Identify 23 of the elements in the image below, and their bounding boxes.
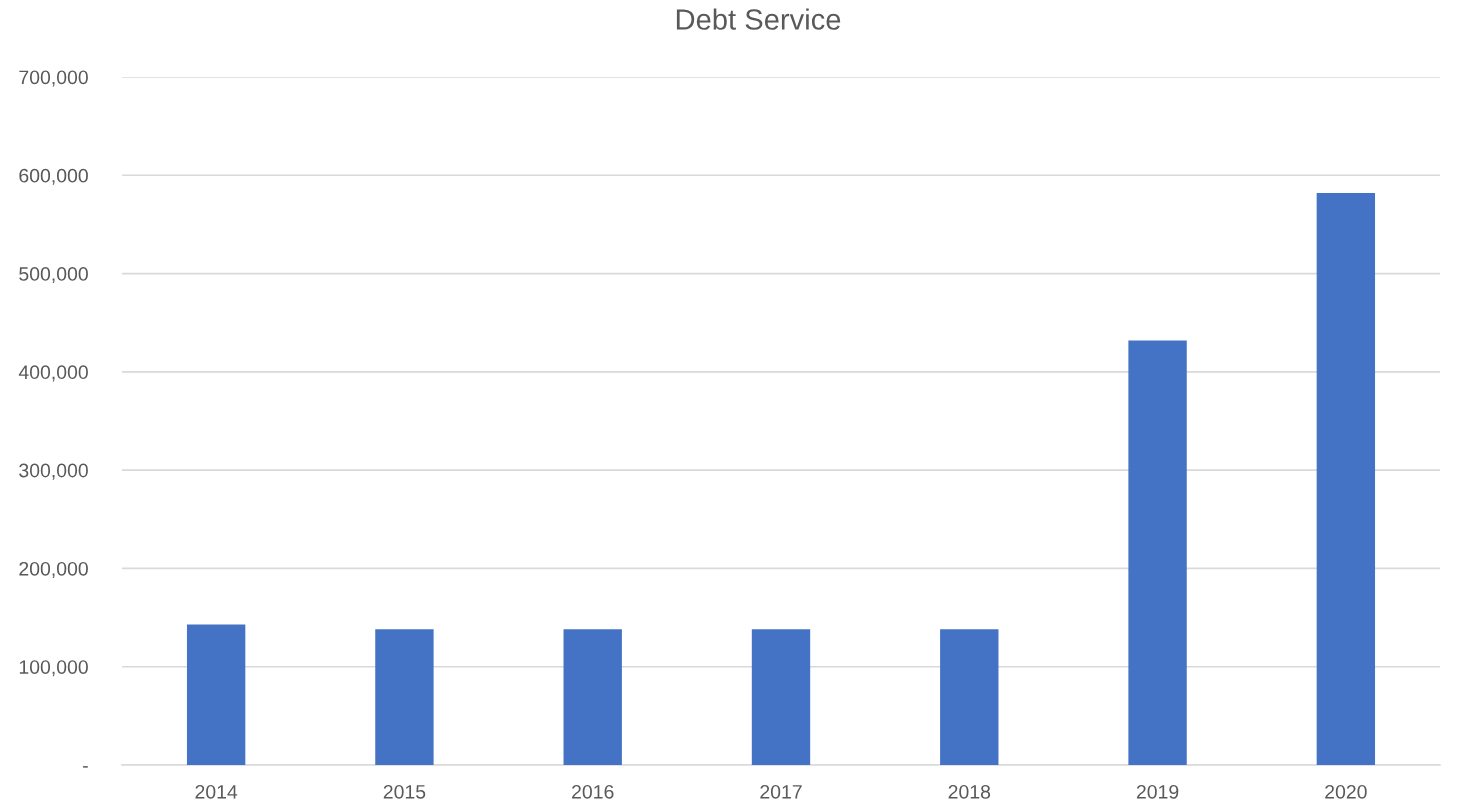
x-tick-label: 2016 [572, 784, 614, 799]
x-tick-label: 2017 [760, 784, 802, 799]
y-tick-label: 500,000 [19, 267, 88, 284]
y-tick-label: 600,000 [19, 168, 88, 185]
bar [751, 629, 811, 765]
bar [186, 624, 246, 765]
x-tick-label: 2014 [195, 784, 238, 799]
y-tick-label: - [83, 766, 88, 768]
y-tick-label: 200,000 [19, 561, 88, 578]
bar [940, 629, 999, 765]
x-tick-label: 2015 [383, 784, 426, 799]
chart-title: Debt Service [676, 8, 841, 30]
y-tick-label: 700,000 [19, 70, 88, 87]
bar [1128, 340, 1187, 765]
bar [1316, 192, 1376, 765]
y-tick-label: 400,000 [18, 365, 88, 382]
y-tick-label: 100,000 [19, 660, 88, 677]
y-tick-label: 300,000 [19, 463, 88, 480]
bar [375, 629, 434, 765]
x-tick-label: 2018 [948, 784, 991, 799]
x-tick-label: 2020 [1325, 784, 1367, 799]
x-tick-label: 2019 [1136, 784, 1179, 799]
bar [563, 629, 622, 765]
